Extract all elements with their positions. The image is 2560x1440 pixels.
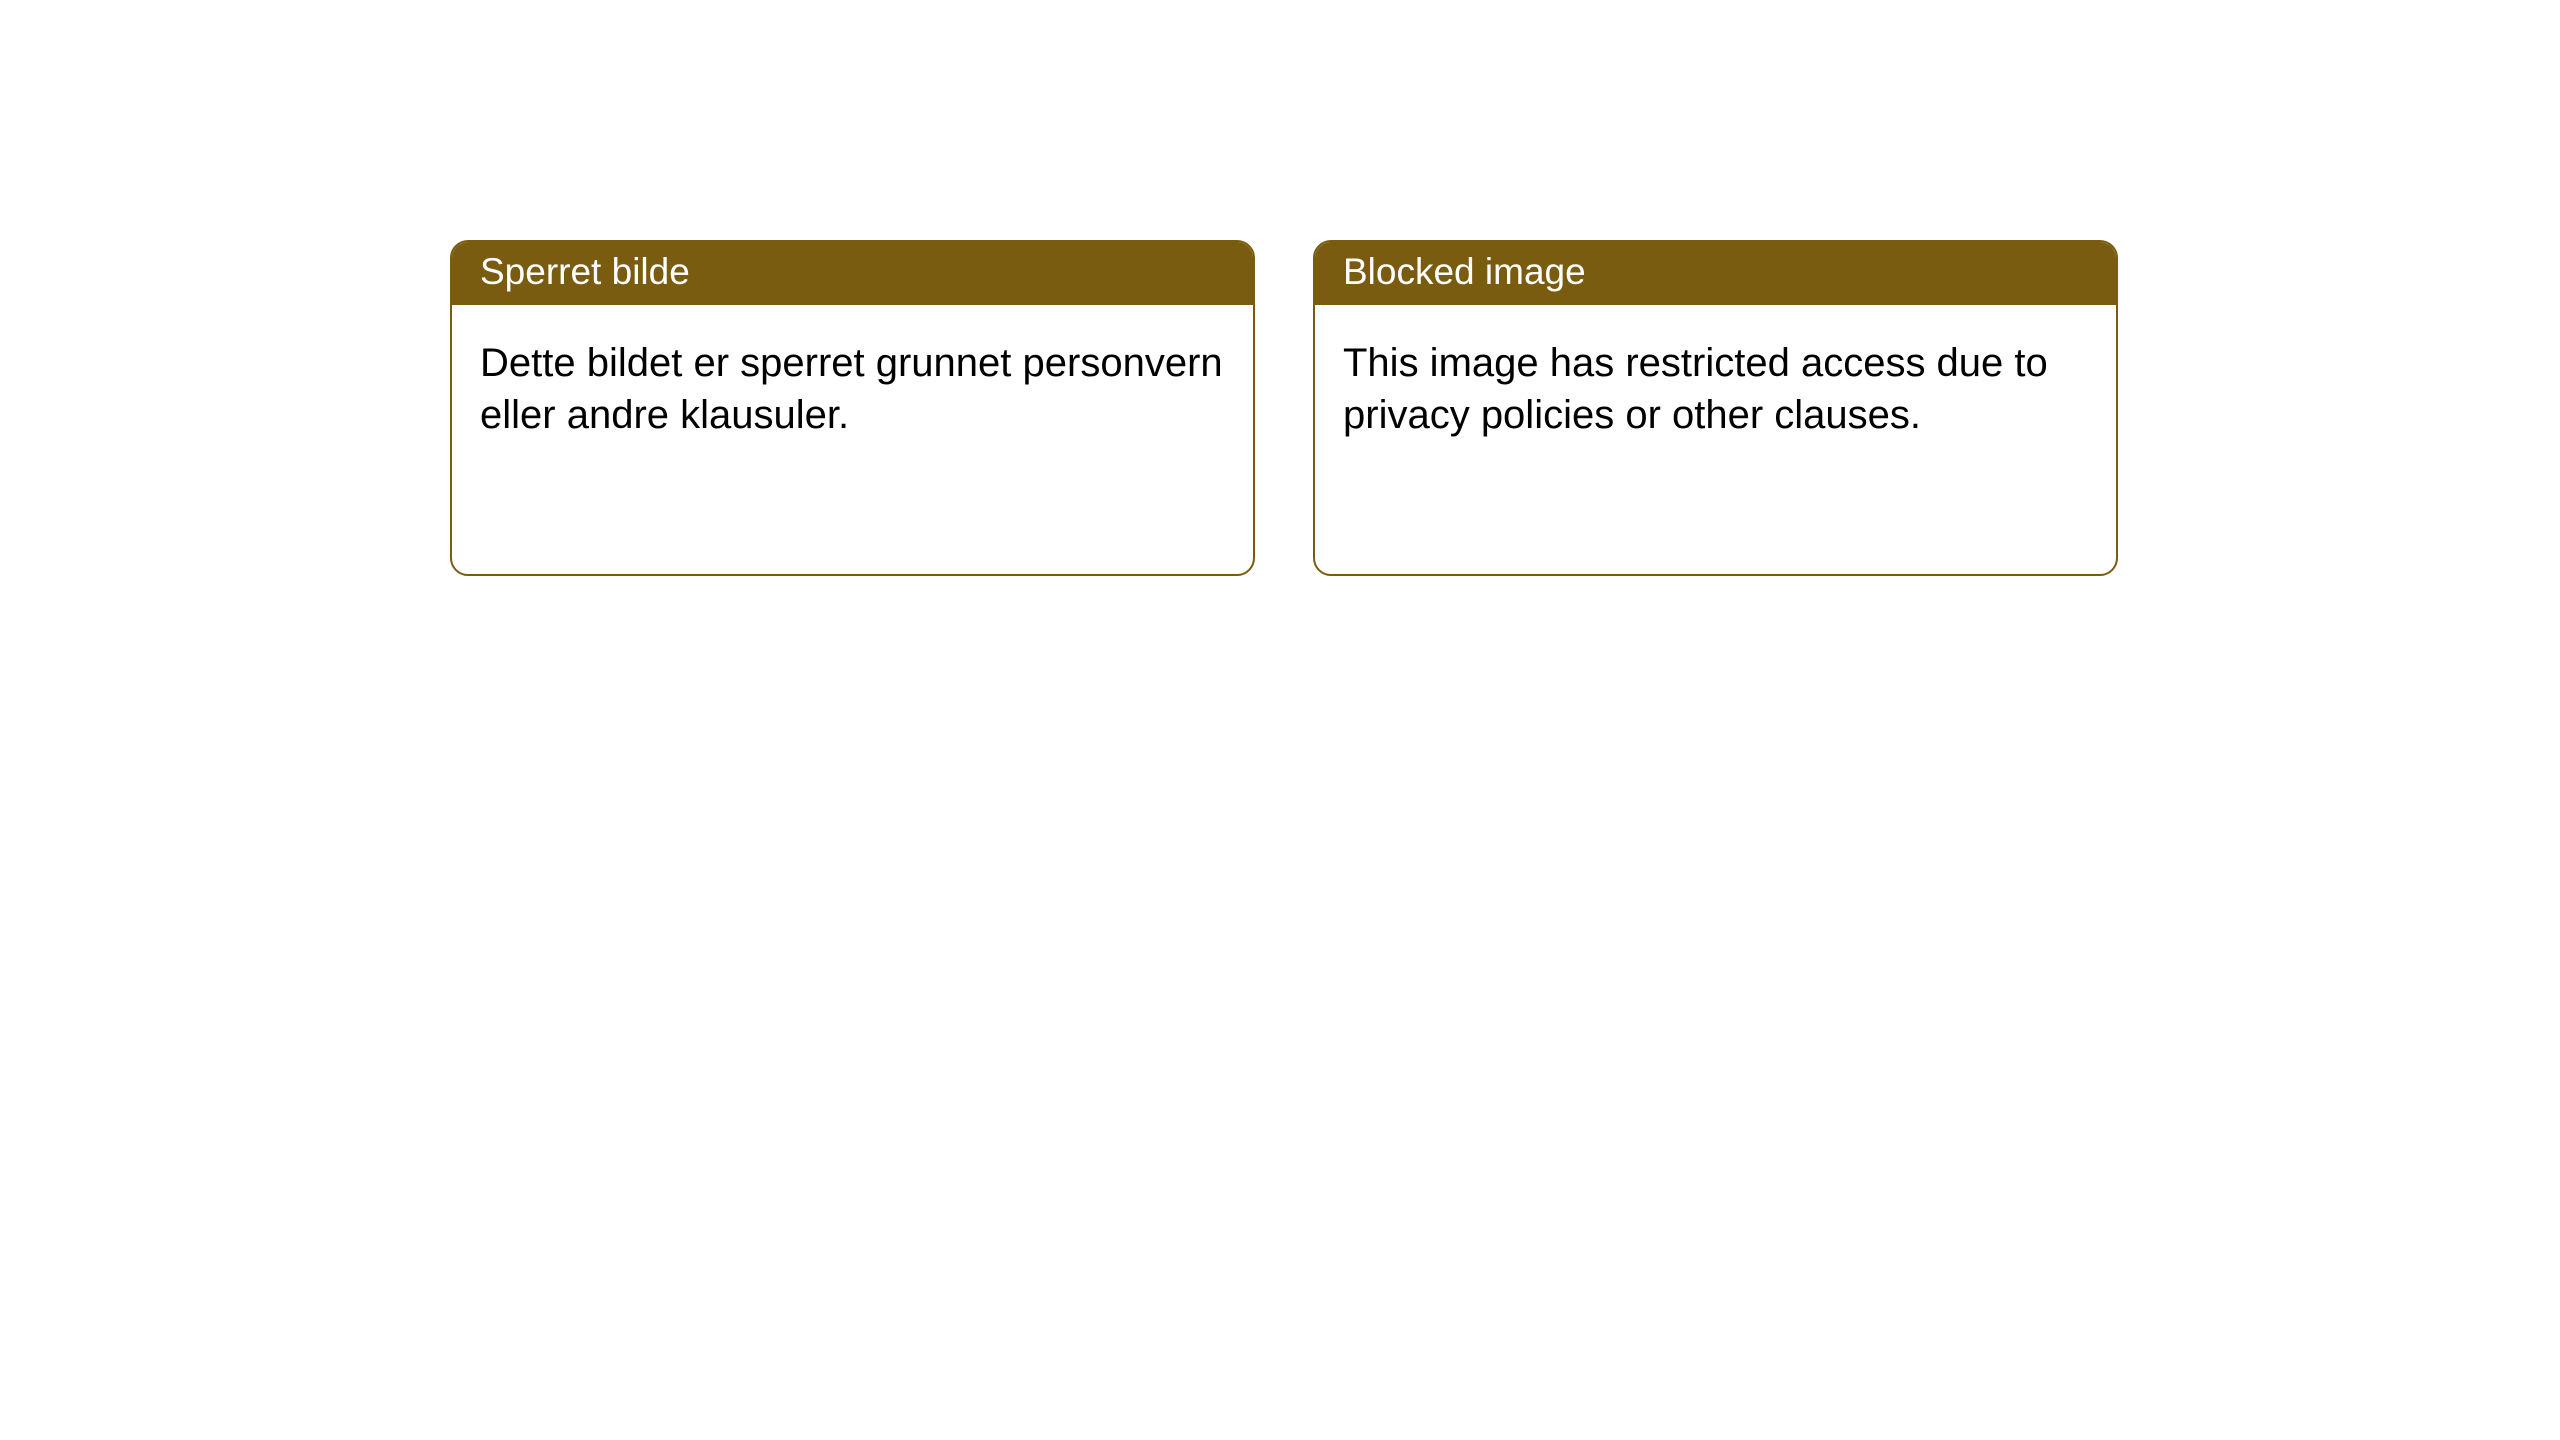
- notice-header: Sperret bilde: [452, 242, 1253, 305]
- notice-body: This image has restricted access due to …: [1315, 305, 2116, 473]
- notice-card-english: Blocked image This image has restricted …: [1313, 240, 2118, 576]
- notice-body: Dette bildet er sperret grunnet personve…: [452, 305, 1253, 473]
- notice-container: Sperret bilde Dette bildet er sperret gr…: [0, 0, 2560, 576]
- notice-header: Blocked image: [1315, 242, 2116, 305]
- notice-card-norwegian: Sperret bilde Dette bildet er sperret gr…: [450, 240, 1255, 576]
